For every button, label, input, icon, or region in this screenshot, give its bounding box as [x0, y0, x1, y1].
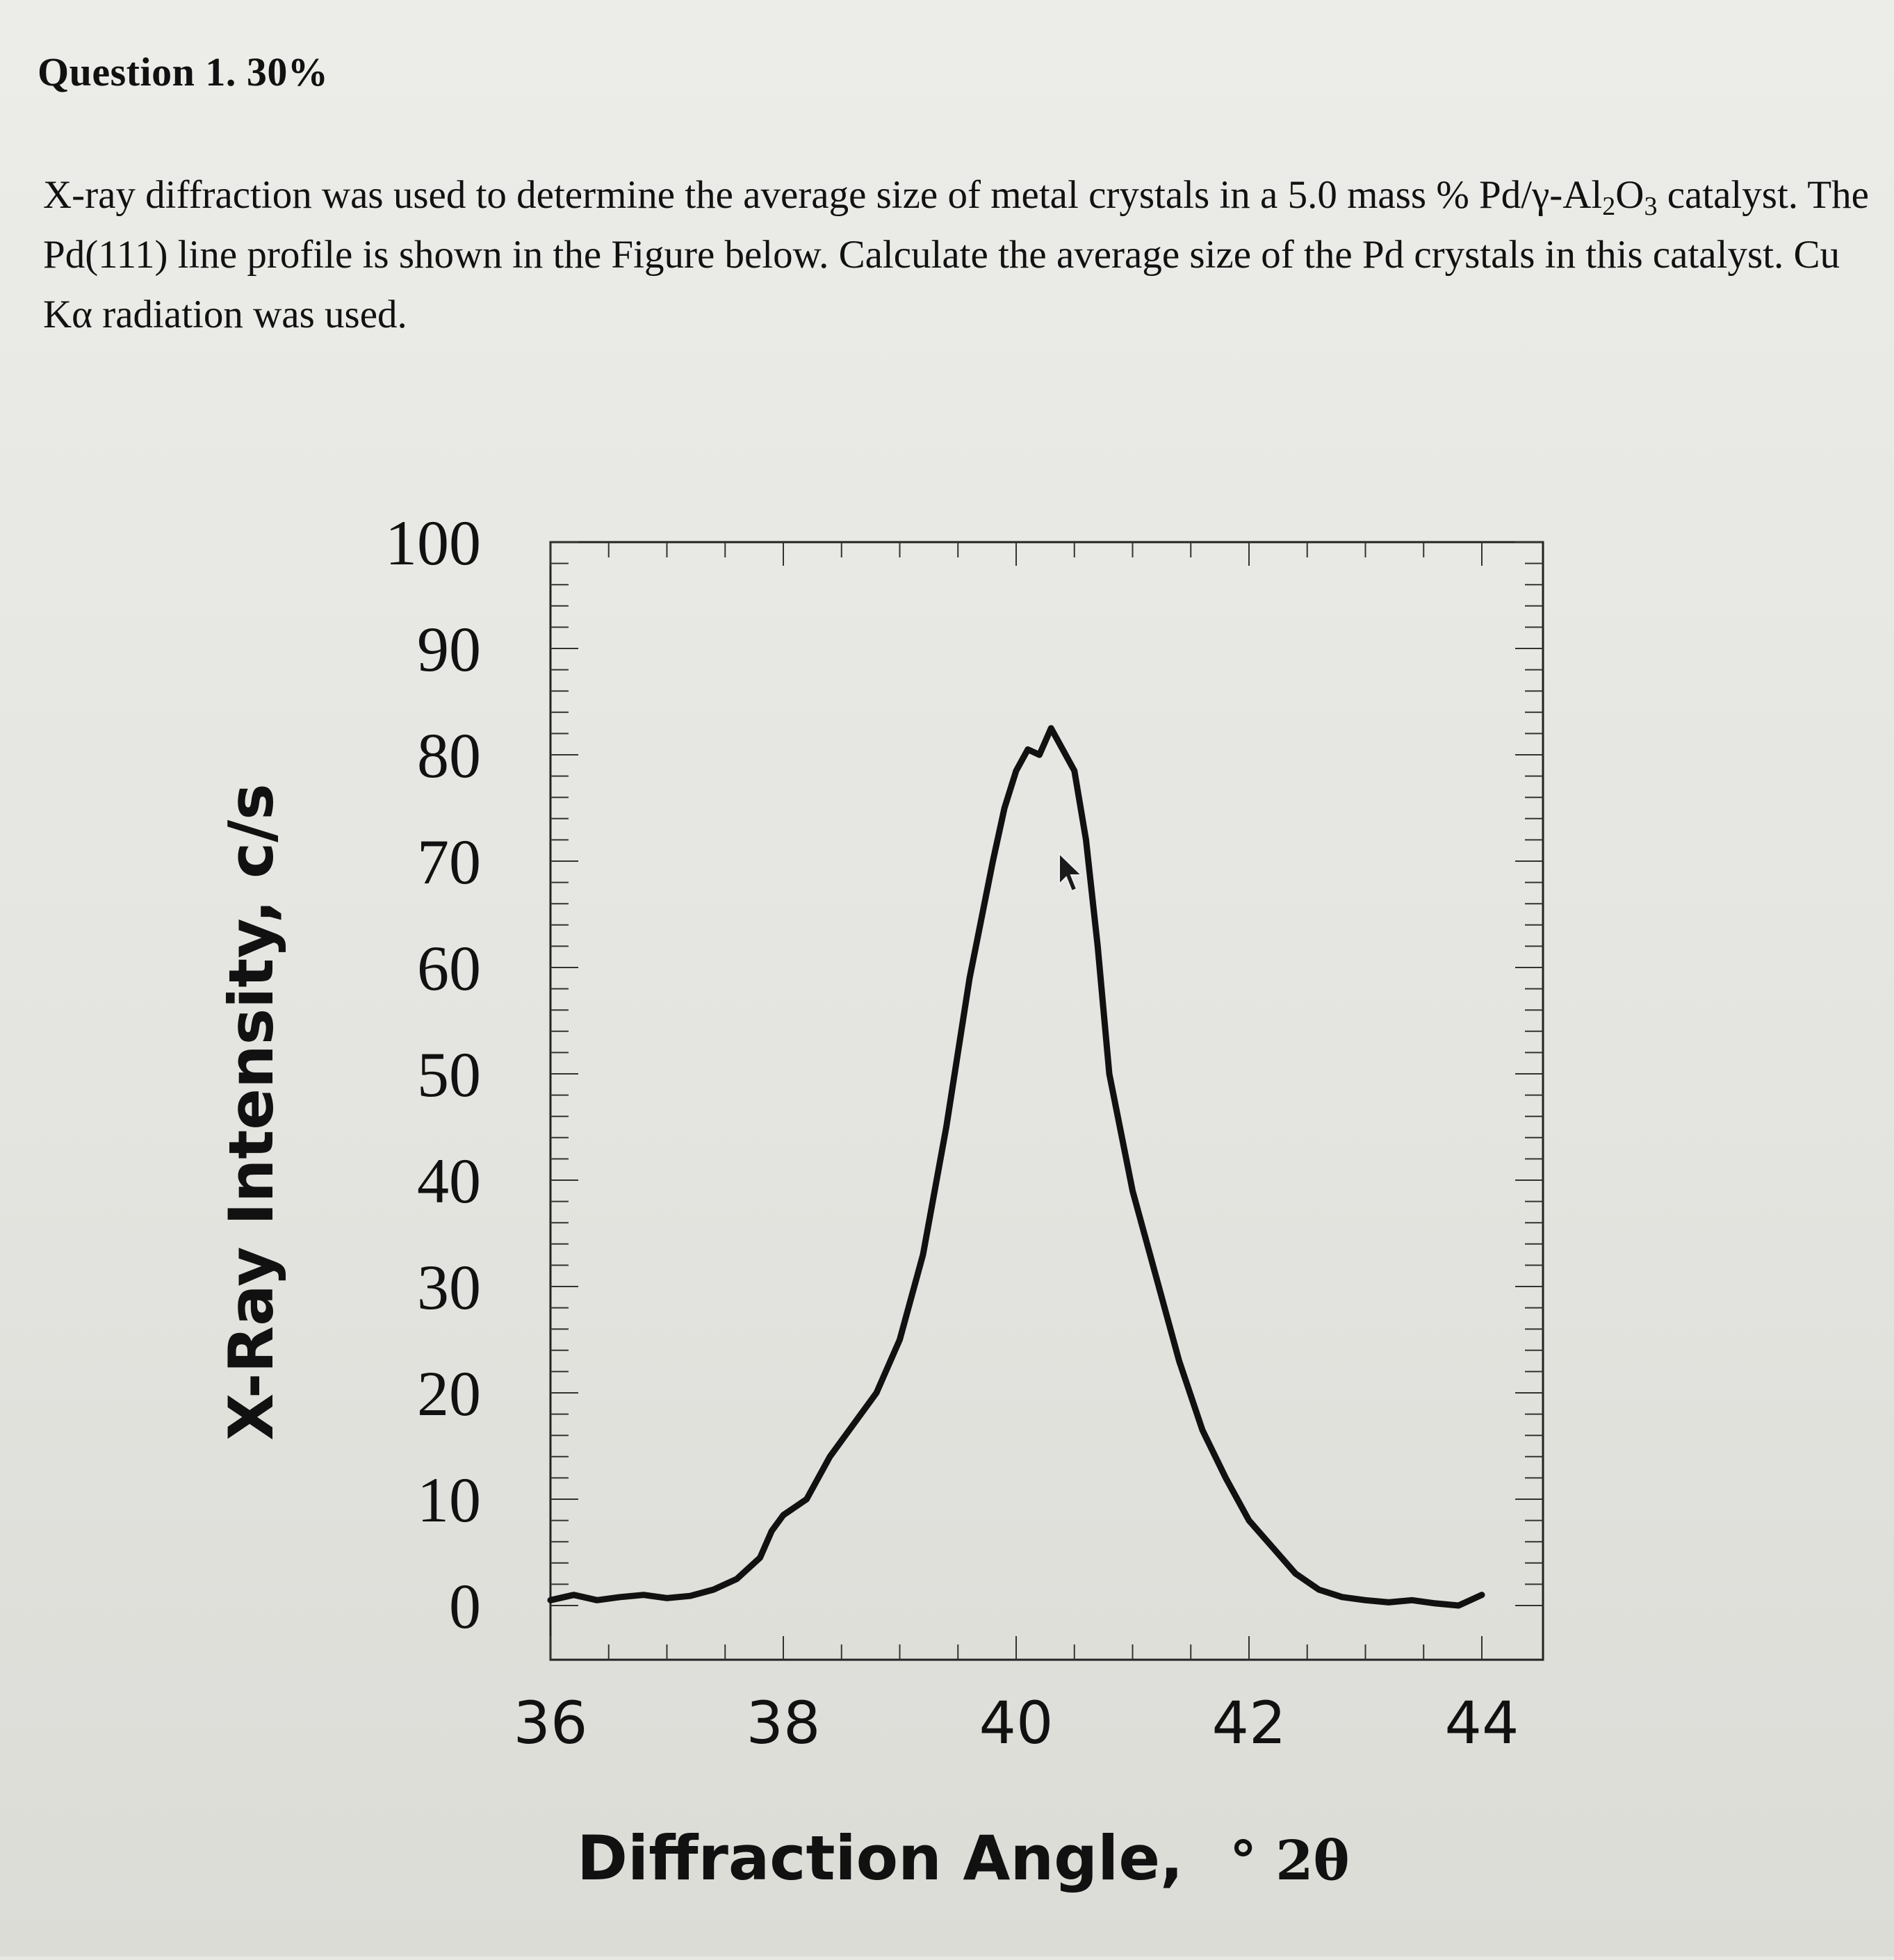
y-tick-label: 0 [449, 1571, 481, 1642]
y-tick-label: 90 [417, 614, 481, 685]
axis-ticks [550, 541, 1543, 1660]
x-axis-title-text: Diffraction Angle, [577, 1822, 1183, 1894]
y-tick-label: 80 [417, 720, 481, 791]
question-text-part-3: catalyst. The Pd(111) line profile is sh… [43, 173, 1869, 336]
y-axis-title: X-Ray Intensity, c/s [215, 783, 287, 1440]
question-text-part-2: O [1615, 173, 1644, 217]
x-tick-label: 38 [746, 1689, 821, 1757]
y-tick-label: 20 [417, 1358, 481, 1429]
x-tick-label: 42 [1212, 1689, 1287, 1757]
y-tick-label: 30 [417, 1252, 481, 1323]
y-tick-label: 40 [417, 1145, 481, 1216]
question-text: X-ray diffraction was used to determine … [43, 165, 1878, 345]
x-tick-label: 44 [1445, 1689, 1519, 1757]
y-tick-label: 100 [385, 507, 481, 578]
y-tick-label: 50 [417, 1039, 481, 1110]
plot-border [549, 541, 1544, 1661]
series-layer [547, 725, 1485, 1609]
question-title: Question 1. 30% [38, 49, 329, 95]
y-tick-label: 70 [417, 826, 481, 897]
plot-frame [549, 541, 1544, 1661]
subscript-2: 2 [1602, 192, 1616, 221]
question-text-part-1: X-ray diffraction was used to determine … [43, 173, 1603, 217]
tick-labels: 0 10 20 30 40 50 60 70 80 90 100 36 38 40 42 44 [385, 507, 1519, 1757]
series-line-0 [547, 725, 1485, 1609]
subscript-3: 3 [1644, 192, 1658, 221]
x-axis-unit: ° 2θ [1230, 1829, 1349, 1893]
x-tick-label: 36 [514, 1689, 588, 1757]
y-tick-label: 60 [417, 933, 481, 1004]
y-tick-label: 10 [417, 1464, 481, 1535]
mouse-cursor-icon [1059, 851, 1084, 892]
x-tick-label: 40 [979, 1689, 1054, 1757]
x-axis-title: Diffraction Angle, ° 2θ [577, 1822, 1350, 1894]
